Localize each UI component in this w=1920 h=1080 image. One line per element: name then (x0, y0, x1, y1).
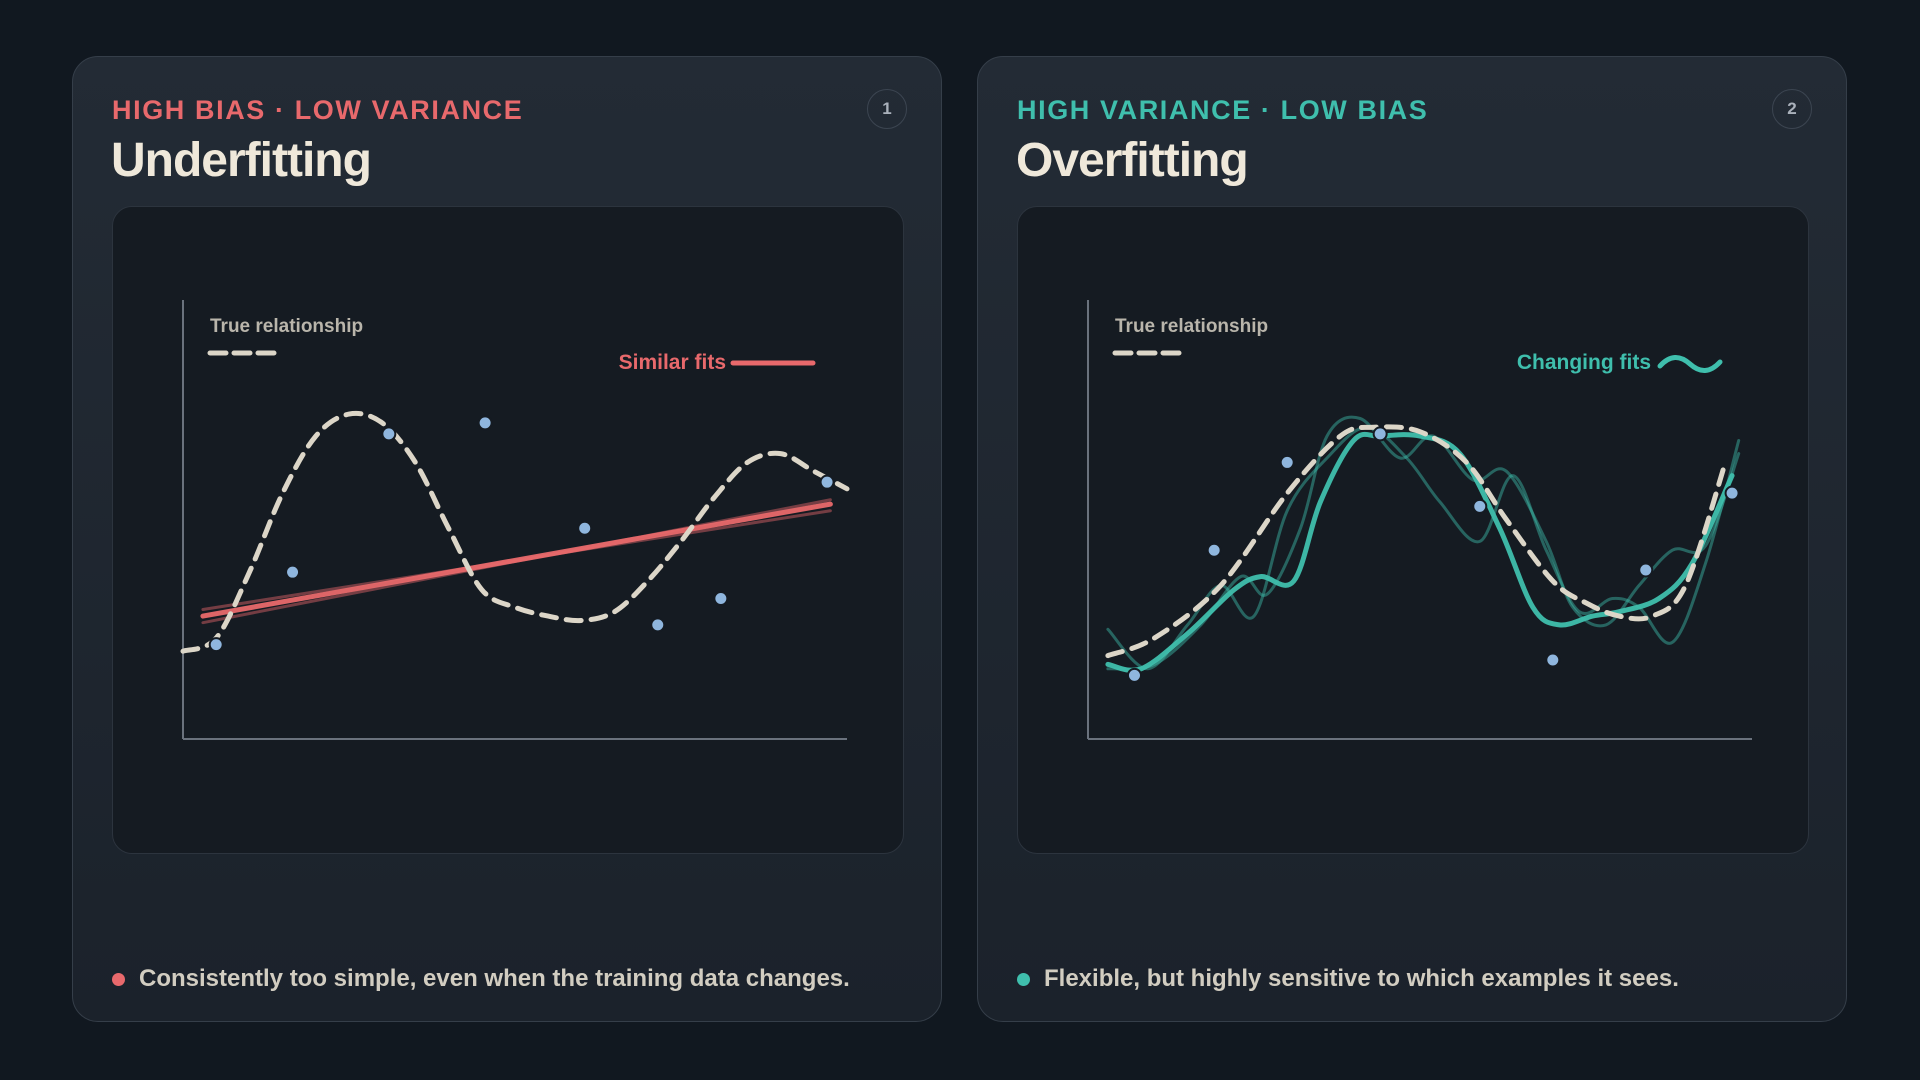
legend-fit-label: Similar fits (619, 351, 726, 374)
card-title: Underfitting (111, 134, 372, 187)
card-note: Flexible, but highly sensitive to which … (1044, 965, 1679, 992)
overfitting-card: HIGH VARIANCE · LOW BIAS Overfitting 2 T… (977, 56, 1847, 1022)
bullet-dot (112, 972, 125, 986)
card-kicker: HIGH BIAS · LOW VARIANCE (112, 95, 524, 125)
fit-line-1 (1105, 431, 1735, 673)
card-footer: Consistently too simple, even when the t… (112, 965, 850, 993)
training-point (1372, 426, 1388, 442)
underfitting-chart: True relationship Similar fits (180, 300, 850, 740)
card-number-badge: 2 (1772, 89, 1812, 129)
training-point (577, 520, 593, 536)
training-point (1472, 498, 1488, 514)
training-point (713, 591, 729, 607)
legend-true-label: True relationship (1115, 316, 1268, 337)
fit-line-1 (200, 501, 833, 619)
training-point (1279, 454, 1295, 470)
bullet-dot (1017, 972, 1030, 986)
chart-panel: True relationship Similar fits (112, 206, 904, 854)
card-note: Consistently too simple, even when the t… (139, 965, 850, 992)
training-point (819, 474, 835, 490)
training-point (1545, 652, 1561, 668)
chart-panel: True relationship Changing fits (1017, 206, 1809, 854)
training-point (477, 415, 493, 431)
plot-area (1105, 415, 1741, 683)
training-point (381, 426, 397, 442)
training-point (1126, 667, 1142, 683)
wave-line-icon (1657, 355, 1723, 373)
true-relationship-curve (180, 410, 850, 654)
training-point (1638, 562, 1654, 578)
card-number-badge: 1 (867, 89, 907, 129)
legend-fit-label: Changing fits (1517, 351, 1651, 374)
training-point (650, 617, 666, 633)
card-title: Overfitting (1016, 134, 1249, 187)
legend-true-label: True relationship (210, 316, 363, 337)
underfitting-card: HIGH BIAS · LOW VARIANCE Underfitting 1 … (72, 56, 942, 1022)
true-relationship-curve (1105, 424, 1728, 659)
plot-area (180, 410, 850, 654)
training-point (1206, 542, 1222, 558)
overfitting-chart: True relationship Changing fits (1087, 300, 1752, 740)
card-footer: Flexible, but highly sensitive to which … (1017, 965, 1679, 993)
training-point (1724, 485, 1740, 501)
fit-line-3 (1106, 425, 1741, 671)
card-kicker: HIGH VARIANCE · LOW BIAS (1017, 95, 1429, 125)
fit-line-2 (1106, 415, 1741, 671)
training-point (208, 637, 224, 653)
training-point (285, 564, 301, 580)
